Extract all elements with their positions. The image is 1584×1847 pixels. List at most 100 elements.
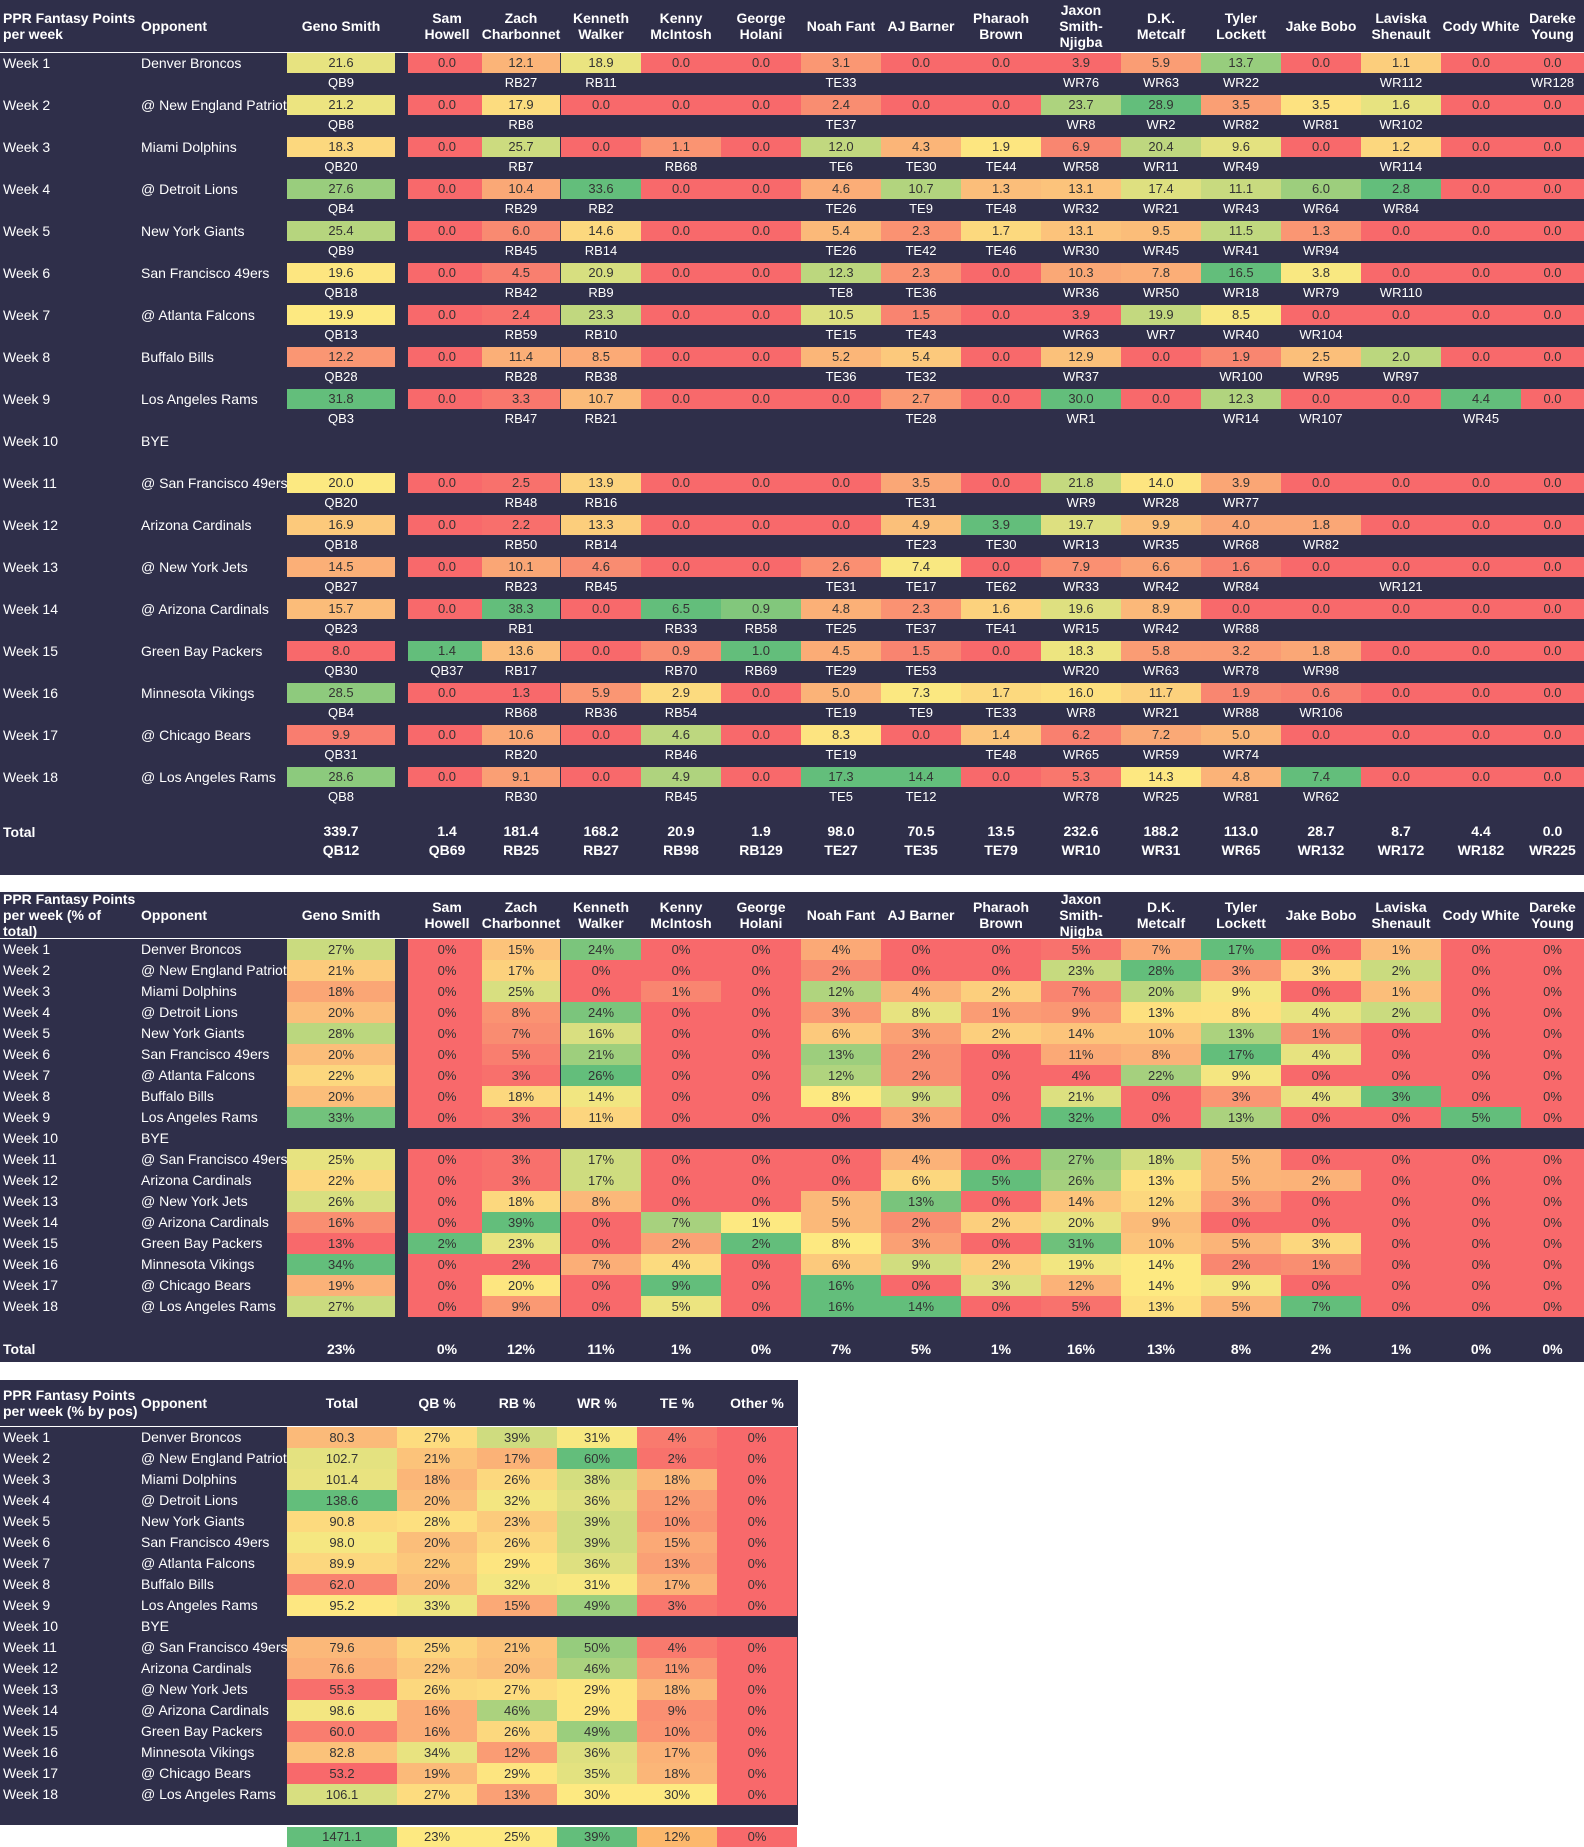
- week-label: Week 2: [3, 962, 51, 978]
- total-rank: QB69: [428, 842, 466, 858]
- points-cell: 0.0: [1521, 53, 1584, 73]
- points-cell: 6.0: [482, 221, 560, 241]
- percent-cell: 23%: [1041, 960, 1121, 981]
- rank-label: QB9: [327, 243, 354, 258]
- rank-label: QB20: [324, 495, 358, 510]
- total-rank: WR10: [1061, 842, 1101, 858]
- rank-label: WR94: [1302, 243, 1340, 258]
- percent-cell: 0%: [408, 1296, 486, 1317]
- percent-cell: 20%: [1121, 981, 1201, 1002]
- points-cell: 0.0: [641, 473, 721, 493]
- rank-label: WR68: [1222, 537, 1260, 552]
- percent-cell: 7%: [1121, 939, 1201, 960]
- value-cell: 0%: [717, 1532, 797, 1553]
- value-cell: 79.6: [287, 1637, 397, 1658]
- rank-label: WR102: [1379, 117, 1423, 132]
- percent-cell: 0%: [961, 1191, 1041, 1212]
- opponent-label: Green Bay Packers: [141, 643, 263, 659]
- percent-cell: 5%: [1041, 1296, 1121, 1317]
- total-value: 1%: [990, 1341, 1012, 1357]
- value-cell: 27%: [397, 1784, 477, 1805]
- percent-cell: 20%: [287, 1002, 395, 1023]
- total-rank: RB129: [739, 842, 783, 858]
- player-header: D.K. Metcalf: [1136, 10, 1186, 42]
- points-cell: 0.0: [1281, 389, 1361, 409]
- percent-cell: 0%: [1521, 1275, 1584, 1296]
- percent-cell: 0%: [641, 1002, 721, 1023]
- percent-cell: 0%: [1521, 1086, 1584, 1107]
- rank-label: WR121: [1379, 579, 1423, 594]
- value-cell: 16%: [397, 1721, 477, 1742]
- percent-cell: 0%: [1121, 1107, 1201, 1128]
- percent-cell: 0%: [1281, 1212, 1361, 1233]
- points-cell: 0.0: [1441, 557, 1521, 577]
- week-label: Week 7: [3, 1067, 51, 1083]
- points-cell: 4.8: [1201, 767, 1281, 787]
- value-cell: 3%: [637, 1595, 717, 1616]
- value-cell: 29%: [557, 1679, 637, 1700]
- percent-cell: 7%: [1281, 1296, 1361, 1317]
- rank-label: WR8: [1066, 705, 1096, 720]
- value-cell: 4%: [637, 1637, 717, 1658]
- points-cell: 0.0: [408, 179, 486, 199]
- points-cell: 0.0: [1441, 305, 1521, 325]
- week-label: Week 13: [3, 559, 58, 575]
- percent-cell: 8%: [881, 1002, 961, 1023]
- percent-cell: 2%: [641, 1233, 721, 1254]
- percent-cell: 0%: [1441, 1254, 1521, 1275]
- percent-cell: 0%: [961, 1233, 1041, 1254]
- points-cell: 17.3: [801, 767, 881, 787]
- rank-label: TE12: [905, 789, 937, 804]
- opponent-label: @ Chicago Bears: [141, 727, 251, 743]
- value-cell: 0%: [717, 1469, 797, 1490]
- percent-cell: 0%: [1521, 1254, 1584, 1275]
- points-cell: 0.0: [1441, 137, 1521, 157]
- percent-cell: 27%: [1041, 1149, 1121, 1170]
- player-header: Kenny McIntosh: [650, 10, 712, 42]
- rank-label: RB8: [508, 117, 534, 132]
- percent-cell: 0%: [1521, 1107, 1584, 1128]
- week-label: Week 1: [3, 941, 51, 957]
- percent-cell: 3%: [801, 1002, 881, 1023]
- rank-label: TE31: [825, 579, 857, 594]
- player-header: Zach Charbonnet: [481, 10, 561, 42]
- value-cell: 60%: [557, 1448, 637, 1469]
- opponent-label: Minnesota Vikings: [141, 1256, 255, 1272]
- percent-cell: 0%: [881, 1275, 961, 1296]
- percent-cell: 0%: [1361, 1149, 1441, 1170]
- points-cell: 0.9: [641, 641, 721, 661]
- points-cell: 0.0: [408, 137, 486, 157]
- rank-label: RB42: [504, 285, 538, 300]
- rank-label: QB8: [327, 789, 354, 804]
- points-cell: 2.3: [881, 221, 961, 241]
- percent-cell: 1%: [961, 1002, 1041, 1023]
- points-cell: 0.0: [721, 767, 801, 787]
- points-cell: 10.3: [1041, 263, 1121, 283]
- opponent-label: San Francisco 49ers: [141, 1046, 270, 1062]
- points-cell: 13.1: [1041, 179, 1121, 199]
- total-value: 13.5: [987, 823, 1015, 839]
- value-cell: 21%: [477, 1637, 557, 1658]
- points-cell: 18.9: [561, 53, 641, 73]
- week-label: Week 11: [3, 1151, 57, 1167]
- rank-label: RB68: [664, 159, 698, 174]
- points-cell: 2.3: [881, 599, 961, 619]
- week-label: Week 10: [3, 1130, 58, 1146]
- percent-cell: 0%: [1521, 1023, 1584, 1044]
- week-label: Week 17: [3, 1765, 58, 1781]
- value-cell: 18%: [637, 1679, 717, 1700]
- points-cell: 2.7: [881, 389, 961, 409]
- rank-label: RB54: [664, 705, 698, 720]
- points-cell: 9.6: [1201, 137, 1281, 157]
- points-cell: 0.0: [721, 221, 801, 241]
- points-cell: 14.5: [287, 557, 395, 577]
- percent-cell: 13%: [881, 1191, 961, 1212]
- percent-cell: 0%: [1441, 1086, 1521, 1107]
- rank-label: TE9: [909, 705, 933, 720]
- percent-cell: 4%: [881, 1149, 961, 1170]
- percent-cell: 0%: [408, 1044, 486, 1065]
- percent-cell: 0%: [1441, 1002, 1521, 1023]
- opponent-label: Miami Dolphins: [141, 1471, 237, 1487]
- percent-cell: 26%: [561, 1065, 641, 1086]
- rank-label: WR114: [1379, 159, 1423, 174]
